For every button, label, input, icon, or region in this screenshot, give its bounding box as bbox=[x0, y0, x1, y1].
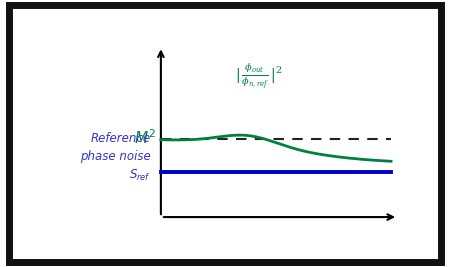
Text: $M^2$: $M^2$ bbox=[134, 129, 156, 147]
Text: Reference
phase noise
$S_{ref}$: Reference phase noise $S_{ref}$ bbox=[80, 132, 150, 183]
Text: $|\,\frac{\phi_{out}}{\phi_{n,ref}}\,|^2$: $|\,\frac{\phi_{out}}{\phi_{n,ref}}\,|^2… bbox=[235, 62, 282, 92]
